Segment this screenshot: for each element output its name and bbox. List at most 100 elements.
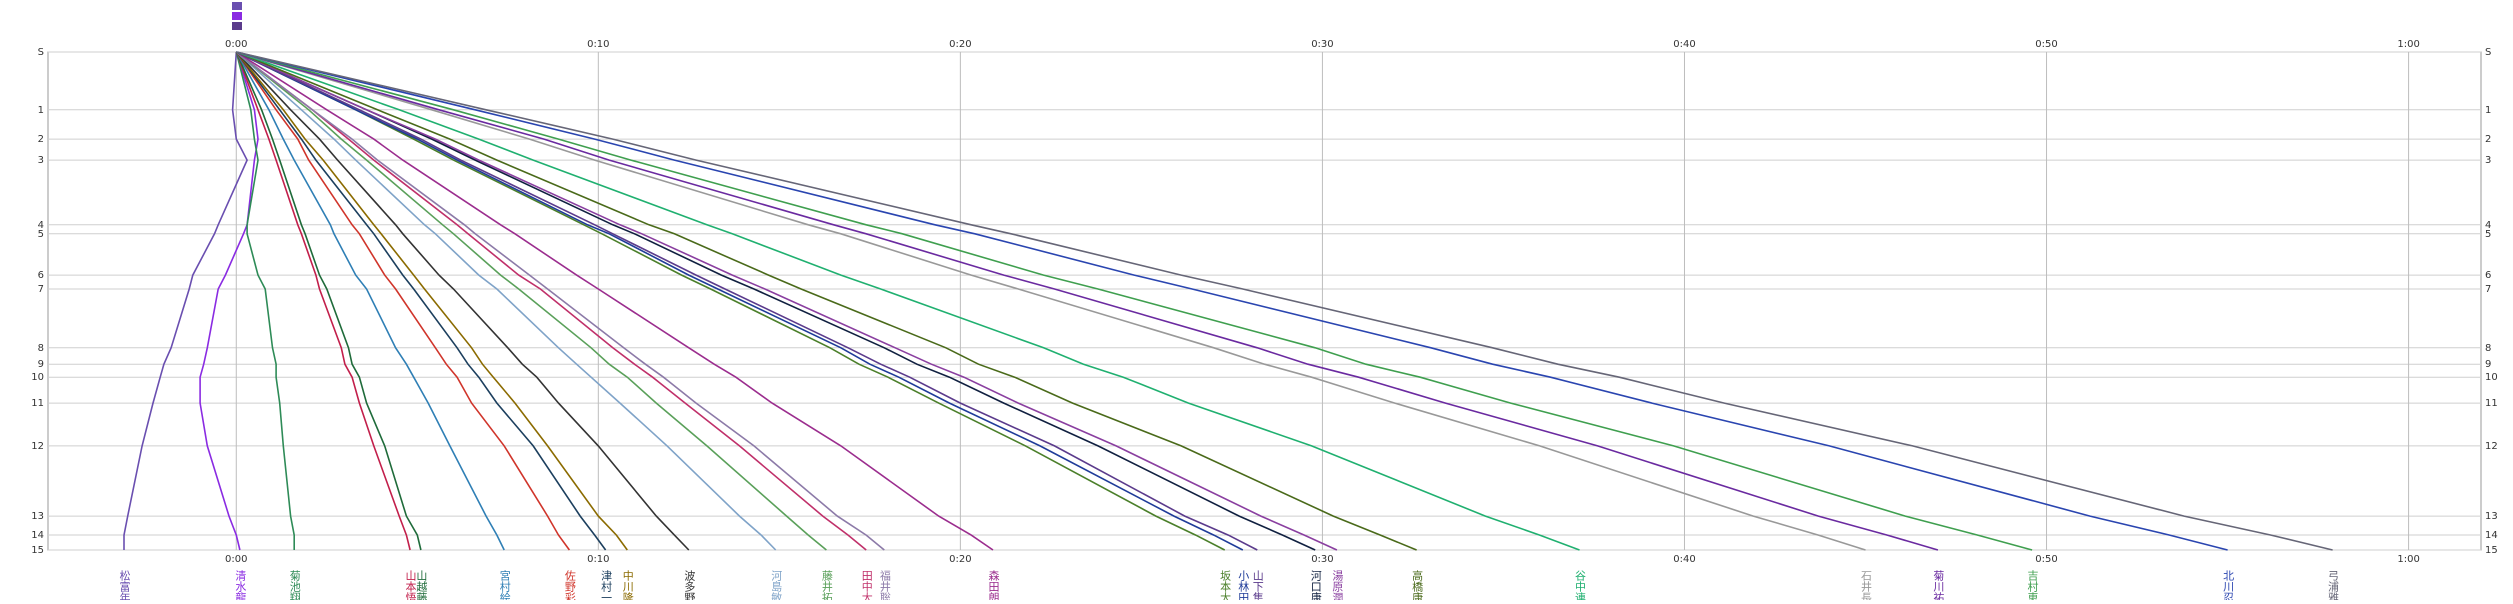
runner-name: 湯原潤: [1331, 570, 1344, 600]
runner-name: 河島敏: [770, 570, 783, 600]
runner-line: [235, 51, 1226, 551]
y-tick-label: 15: [31, 545, 44, 556]
runner-name: 波多野: [683, 570, 696, 600]
y-tick-label: 2: [38, 134, 44, 145]
runner-name: 山下隼: [1251, 570, 1264, 600]
runner-name: 山越藤: [415, 570, 428, 600]
runner-line: [123, 51, 248, 550]
runner-name: 谷中連: [1573, 570, 1586, 600]
y-tick-label: 5: [2485, 229, 2491, 240]
y-tick-label: 1: [38, 105, 44, 116]
y-tick-label: 10: [31, 372, 44, 383]
runner-name: 田中大: [860, 570, 873, 600]
y-tick-label: 4: [38, 220, 44, 231]
y-tick-label: 6: [38, 270, 44, 281]
runner-line: [235, 51, 1244, 551]
x-tick-label: 0:50: [2035, 39, 2057, 50]
runner-line: [236, 51, 1939, 551]
y-tick-label: 4: [2485, 220, 2491, 231]
runner-line: [235, 51, 827, 551]
y-tick-label: 13: [2485, 511, 2498, 522]
y-tick-label: 13: [31, 511, 44, 522]
runner-line: [235, 51, 296, 550]
runner-line: [235, 51, 422, 551]
runner-line: [235, 51, 628, 551]
runner-name: 菊川祐: [1932, 570, 1945, 600]
runner-line: [235, 51, 1338, 551]
runner-line: [236, 51, 2033, 551]
runner-line: [236, 51, 2228, 551]
y-tick-label: 15: [2485, 545, 2498, 556]
runner-name: 坂本大: [1219, 570, 1232, 600]
y-tick-label: 12: [31, 441, 44, 452]
runner-line: [235, 51, 411, 551]
y-tick-label: 11: [31, 398, 44, 409]
runner-name: 松富年: [118, 569, 131, 600]
y-tick-label: 14: [2485, 530, 2498, 541]
y-tick-label: S: [2485, 47, 2491, 58]
y-tick-label: 1: [2485, 105, 2491, 116]
runner-name: 福井聡: [878, 569, 891, 600]
runner-line: [235, 51, 690, 551]
y-tick-label: 6: [2485, 270, 2491, 281]
runner-line: [235, 51, 777, 551]
runner-line: [235, 51, 994, 551]
y-tick-label: 10: [2485, 372, 2498, 383]
runner-name: 菊池翔: [288, 570, 301, 600]
y-tick-label: 11: [2485, 398, 2498, 409]
runner-line: [235, 51, 607, 551]
y-tick-label: 12: [2485, 441, 2498, 452]
x-tick-label: 1:00: [2397, 39, 2419, 50]
runner-name: 弓浦雅: [2327, 570, 2340, 600]
runner-line: [235, 51, 1417, 551]
runner-line: [235, 51, 1316, 551]
x-tick-label: 0:50: [2035, 554, 2057, 565]
runner-line: [235, 51, 571, 551]
runner-name: 石井長: [1860, 570, 1873, 600]
plot-frame: [47, 51, 2482, 551]
runner-line: [235, 51, 1258, 551]
runner-name: 山本悟: [404, 570, 417, 600]
marker-icon: [232, 12, 242, 20]
marker-icon: [232, 2, 242, 10]
y-tick-label: 9: [2485, 359, 2491, 370]
runner-name: 高橋康: [1411, 569, 1424, 600]
runner-name: 吉村恵: [2026, 570, 2039, 600]
runner-line: [235, 51, 867, 551]
marker-icon: [232, 22, 242, 30]
runner-name: 中川隆: [621, 570, 634, 600]
y-tick-label: 9: [38, 359, 44, 370]
x-tick-label: 0:10: [587, 39, 609, 50]
x-tick-label: 0:00: [225, 554, 247, 565]
runner-line: [236, 51, 1866, 551]
y-tick-label: 7: [38, 284, 44, 295]
x-tick-label: 0:20: [949, 39, 971, 50]
runner-name: 清水龍: [234, 570, 247, 600]
x-tick-label: 0:10: [587, 554, 609, 565]
runner-name: 北川忍: [2222, 570, 2235, 600]
y-tick-label: 3: [38, 155, 44, 166]
runner-name: 津村一: [600, 570, 613, 600]
y-tick-label: 7: [2485, 284, 2491, 295]
runner-line: [236, 51, 2333, 551]
runner-line: [235, 51, 505, 551]
y-tick-label: 14: [31, 530, 44, 541]
y-tick-label: 5: [38, 229, 44, 240]
runner-name: 佐野彩: [563, 569, 576, 600]
x-tick-label: 0:40: [1673, 554, 1695, 565]
runner-name: 小林田: [1237, 570, 1250, 600]
y-tick-label: 2: [2485, 134, 2491, 145]
y-tick-label: S: [38, 47, 44, 58]
x-tick-label: 1:00: [2397, 554, 2419, 565]
x-tick-label: 0:20: [949, 554, 971, 565]
x-tick-label: 0:00: [225, 39, 247, 50]
runner-name: 宮村絵: [498, 569, 511, 600]
runner-name: 河口康: [1309, 570, 1322, 600]
x-tick-label: 0:30: [1311, 39, 1333, 50]
y-tick-label: 8: [2485, 343, 2491, 354]
y-tick-label: 8: [38, 343, 44, 354]
runner-name: 藤井拓: [820, 570, 833, 600]
y-tick-label: 3: [2485, 155, 2491, 166]
x-tick-label: 0:30: [1311, 554, 1333, 565]
